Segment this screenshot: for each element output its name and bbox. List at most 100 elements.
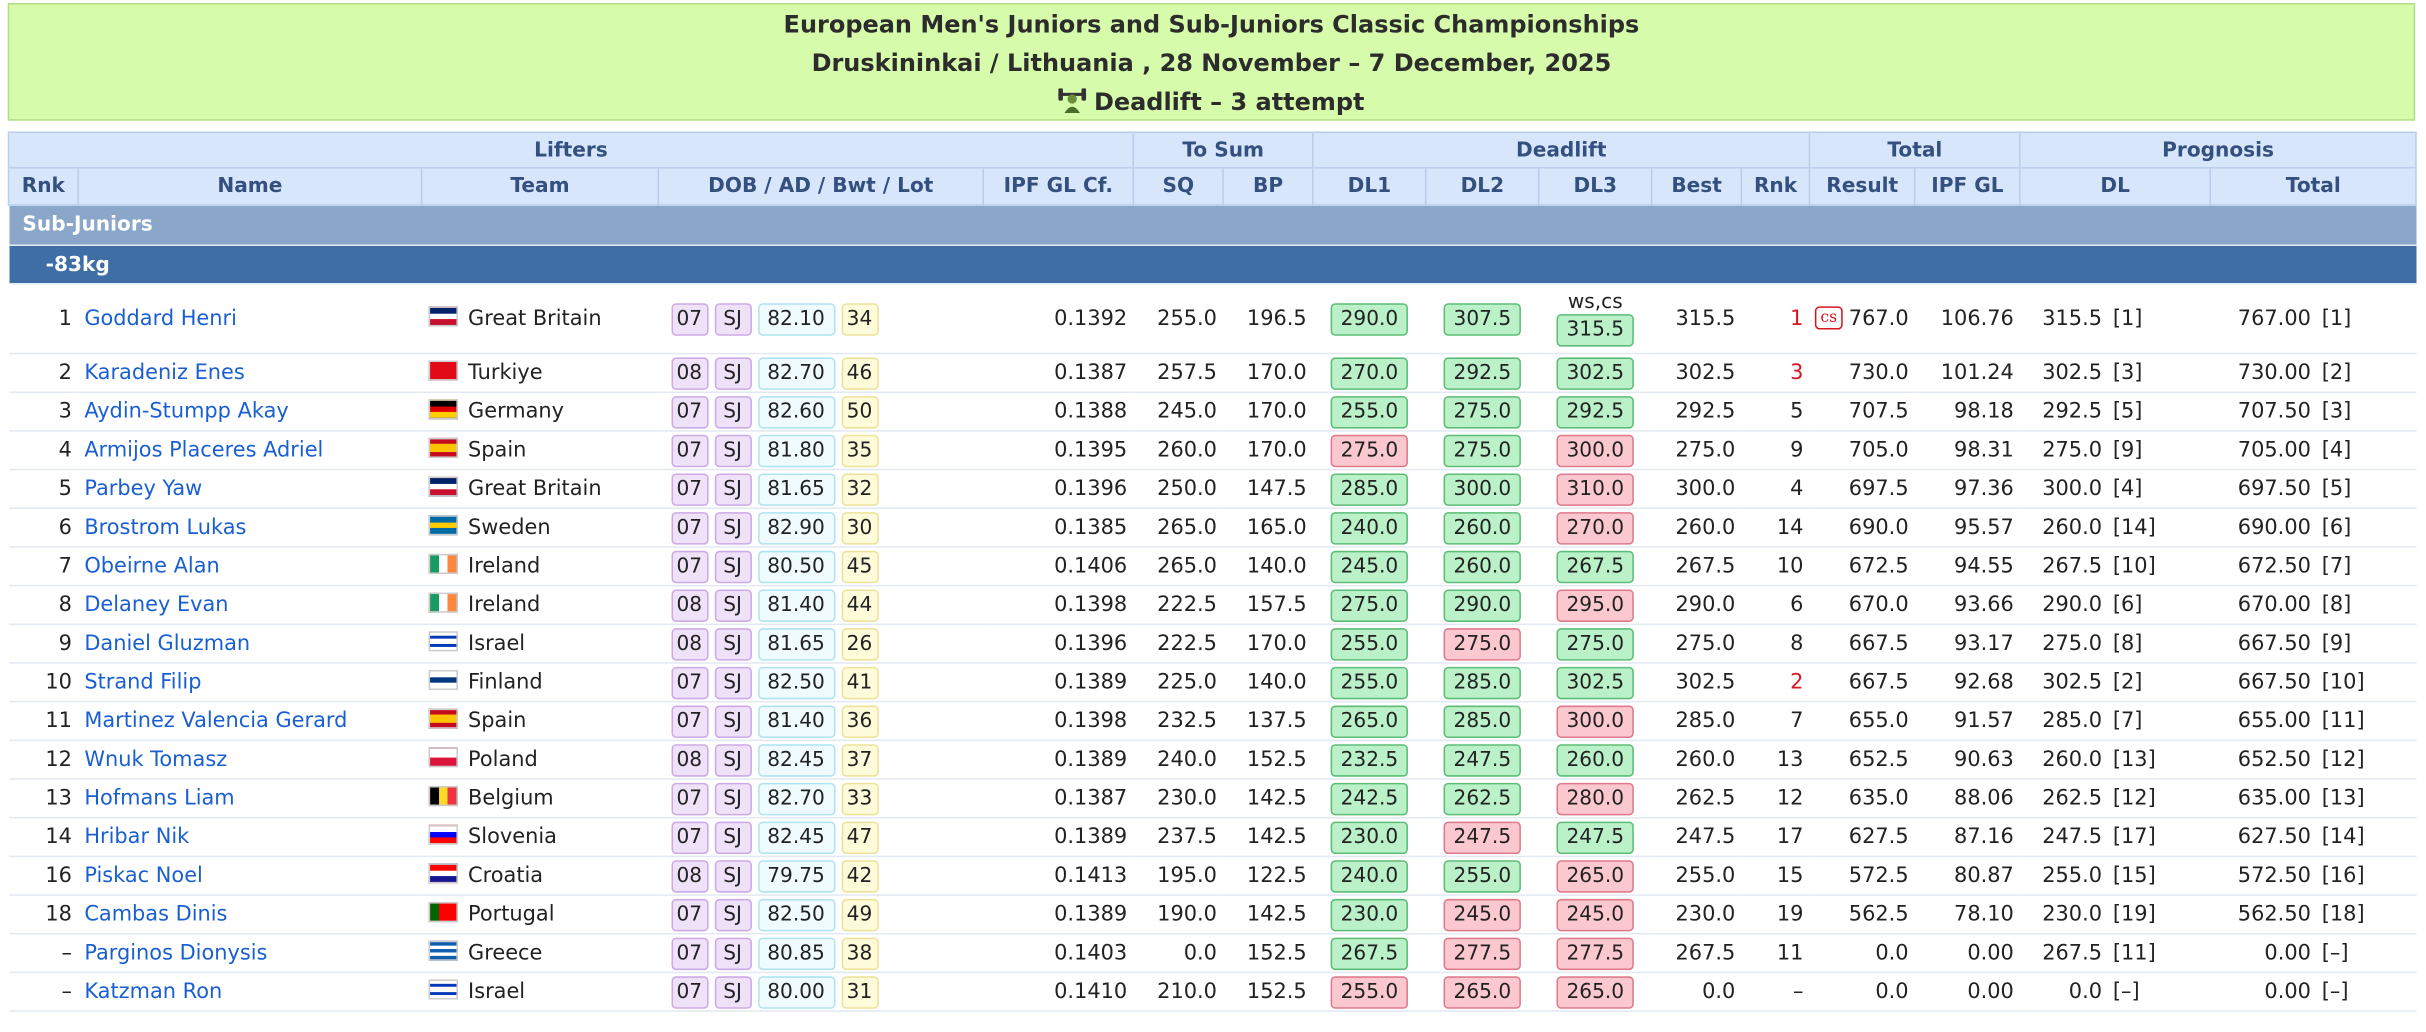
dl-rank: 4 xyxy=(1741,469,1810,510)
lifter-name[interactable]: Aydin-Stumpp Akay xyxy=(84,399,289,424)
lifter-name[interactable]: Karadeniz Enes xyxy=(84,360,245,386)
dl-rank: 11 xyxy=(1741,933,1810,974)
prognosis-total-rank: [10] xyxy=(2321,669,2365,695)
bp: 142.5 xyxy=(1223,817,1313,858)
bp: 170.0 xyxy=(1223,353,1313,393)
age-division: SJ xyxy=(714,511,752,544)
prognosis-dl-rank: [7] xyxy=(2112,708,2143,734)
group-header: Deadlift xyxy=(1312,131,1811,169)
prognosis-dl: 302.5 xyxy=(2042,360,2103,386)
prognosis-dl: 230.0 xyxy=(2042,902,2103,927)
lifter-name[interactable]: Parginos Dionysis xyxy=(84,940,268,966)
result-cell: 667.5 xyxy=(1809,662,1915,703)
lifter-name[interactable]: Delaney Evan xyxy=(84,592,229,618)
prognosis-total: 690.00 xyxy=(2237,515,2311,540)
dl-rank: 3 xyxy=(1741,353,1810,393)
ipf-gl: 94.55 xyxy=(1914,546,2021,587)
prognosis-total-cell: 730.00 [2] xyxy=(2210,353,2417,393)
prognosis-total-cell: 672.50 [7] xyxy=(2210,546,2417,587)
lifter-name[interactable]: Katzman Ron xyxy=(84,979,223,1005)
lifter-name[interactable]: Martinez Valencia Gerard xyxy=(84,708,348,734)
attempt-cell: 300.0 xyxy=(1425,469,1539,510)
dob-cell: 07 SJ 82.45 47 xyxy=(658,817,984,858)
prognosis-total-rank: [1] xyxy=(2321,306,2352,332)
prognosis-dl-cell: 230.0 [19] xyxy=(2020,895,2211,935)
dl-rank: 17 xyxy=(1741,817,1810,858)
lifter-name[interactable]: Wnuk Tomasz xyxy=(84,747,228,773)
attempt-cell: 255.0 xyxy=(1425,856,1539,896)
sq: 222.5 xyxy=(1133,585,1224,626)
flag xyxy=(427,747,458,768)
attempt: 315.5 xyxy=(1556,313,1634,346)
result: 730.0 xyxy=(1848,360,1909,386)
lifter-name[interactable]: Obeirne Alan xyxy=(84,553,220,579)
prognosis-dl: 260.0 xyxy=(2042,747,2103,773)
name-cell: Parginos Dionysis xyxy=(78,933,422,974)
prognosis-total-rank: [9] xyxy=(2321,631,2352,657)
best: 247.5 xyxy=(1651,817,1742,858)
prognosis-total-rank: [6] xyxy=(2321,515,2352,540)
name-cell: Brostrom Lukas xyxy=(78,508,422,548)
weight-class-label: -83kg xyxy=(8,245,2417,285)
bp: 122.5 xyxy=(1223,856,1313,896)
result-cell: 670.0 xyxy=(1809,585,1915,626)
sq: 257.5 xyxy=(1133,353,1224,393)
attempt-cell: 260.0 xyxy=(1425,508,1539,548)
result: 655.0 xyxy=(1848,708,1909,734)
lifter-name[interactable]: Goddard Henri xyxy=(84,306,237,332)
lifter-name[interactable]: Hofmans Liam xyxy=(84,785,235,811)
result-cell: 730.0 xyxy=(1809,353,1915,393)
dob-cell: 07 SJ 81.65 32 xyxy=(658,469,984,510)
sq: 232.5 xyxy=(1133,701,1224,742)
lifter-row: 12 Wnuk Tomasz Poland 08 SJ 82.45 37 0.1389 240.… xyxy=(8,740,2417,780)
lifter-name[interactable]: Cambas Dinis xyxy=(84,902,228,927)
result: 572.5 xyxy=(1848,863,1909,889)
prognosis-dl-cell: 302.5 [3] xyxy=(2020,353,2211,393)
name-cell: Hribar Nik xyxy=(78,817,422,858)
dob: 07 xyxy=(670,782,708,815)
prognosis-dl: 0.0 xyxy=(2068,979,2103,1005)
attempt: 310.0 xyxy=(1556,472,1634,506)
flag xyxy=(427,306,458,327)
event-line: Deadlift – 3 attempt xyxy=(9,82,2413,121)
attempt-cell: 267.5 xyxy=(1538,546,1652,587)
lifter-name[interactable]: Brostrom Lukas xyxy=(84,515,247,540)
team: Israel xyxy=(468,979,526,1005)
lifter-name[interactable]: Parbey Yaw xyxy=(84,476,203,502)
lot: 34 xyxy=(840,302,879,335)
prognosis-dl: 267.5 xyxy=(2042,553,2103,579)
team-cell: Germany xyxy=(421,392,659,432)
prognosis-total-rank: [11] xyxy=(2321,708,2365,734)
lifter-name[interactable]: Armijos Placeres Adriel xyxy=(84,437,324,463)
flag xyxy=(427,979,458,1000)
lot: 35 xyxy=(840,433,879,467)
attempt-cell: 275.0 xyxy=(1312,430,1426,471)
result: 562.5 xyxy=(1848,902,1909,927)
prognosis-total-cell: 697.50 [5] xyxy=(2210,469,2417,510)
lifter-row: 1 Goddard Henri Great Britain 07 SJ 82.10 34 0.… xyxy=(8,283,2417,355)
lifter-name[interactable]: Piskac Noel xyxy=(84,863,203,889)
column-header: DL1 xyxy=(1312,167,1427,206)
lifter-name[interactable]: Daniel Gluzman xyxy=(84,631,251,657)
flag xyxy=(427,360,458,381)
attempt: 290.0 xyxy=(1330,302,1409,335)
lifter-name[interactable]: Hribar Nik xyxy=(84,824,190,850)
coef: 0.1389 xyxy=(983,817,1134,858)
name-cell: Armijos Placeres Adriel xyxy=(78,430,422,471)
attempt: 277.5 xyxy=(1556,936,1634,970)
team: Greece xyxy=(468,940,543,966)
prognosis-dl-cell: 260.0 [13] xyxy=(2020,740,2211,780)
column-header: DOB / AD / Bwt / Lot xyxy=(657,167,985,206)
prognosis-dl: 260.0 xyxy=(2042,515,2103,540)
lifter-name[interactable]: Strand Filip xyxy=(84,669,202,695)
dob: 07 xyxy=(670,704,708,738)
bp: 140.0 xyxy=(1223,662,1313,703)
attempt-cell: 255.0 xyxy=(1312,624,1426,664)
attempt: 265.0 xyxy=(1556,859,1634,892)
dob-cell: 08 SJ 81.40 44 xyxy=(658,585,984,626)
flag xyxy=(427,785,458,807)
coef: 0.1385 xyxy=(983,508,1134,548)
flag xyxy=(427,553,458,575)
column-header: BP xyxy=(1222,167,1314,206)
